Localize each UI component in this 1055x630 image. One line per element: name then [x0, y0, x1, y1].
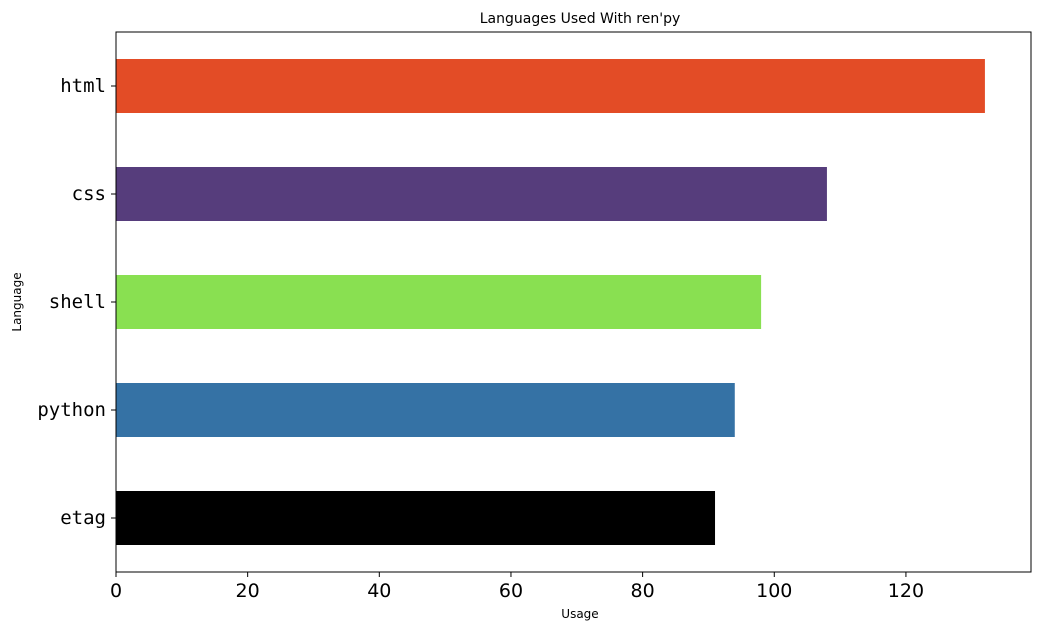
bar-etag [116, 491, 716, 545]
bar-html [116, 59, 985, 113]
x-tick-label: 40 [367, 580, 391, 602]
x-tick-label: 120 [888, 580, 924, 602]
x-tick-label: 60 [499, 580, 523, 602]
x-tick-label: 80 [631, 580, 655, 602]
y-tick-label: css [72, 183, 106, 205]
y-tick-label: shell [49, 291, 106, 313]
y-tick-label: python [37, 399, 106, 421]
chart-title: Languages Used With ren'py [480, 11, 681, 27]
x-tick-label: 100 [756, 580, 792, 602]
y-axis-label: Language [10, 272, 24, 331]
bars-group [116, 59, 985, 545]
y-axis-ticks: html css shell python etag [37, 75, 116, 529]
bar-python [116, 383, 735, 437]
bar-css [116, 167, 827, 221]
x-tick-label: 0 [110, 580, 122, 602]
y-tick-label: etag [60, 507, 106, 529]
bar-shell [116, 275, 762, 329]
x-axis-label: Usage [561, 607, 598, 621]
x-axis-ticks: 0 20 40 60 80 100 120 [110, 572, 924, 602]
x-tick-label: 20 [236, 580, 260, 602]
plot-frame [115, 31, 1032, 573]
y-tick-label: html [60, 75, 106, 97]
